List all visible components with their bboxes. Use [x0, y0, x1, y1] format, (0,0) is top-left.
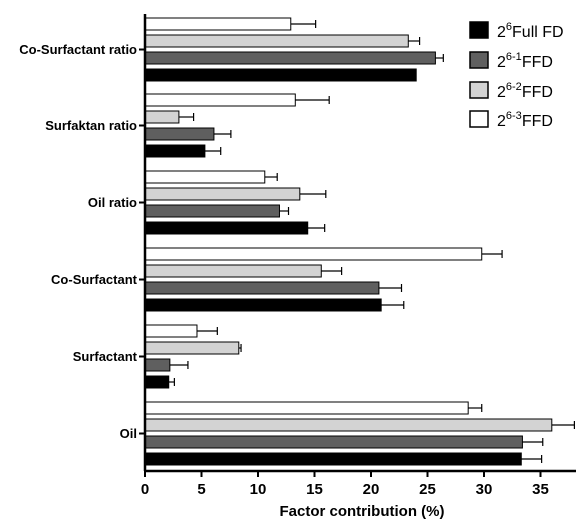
- bar: [144, 187, 301, 201]
- bar: [144, 452, 522, 466]
- bar: [144, 93, 296, 107]
- x-tick-label: 5: [197, 481, 205, 498]
- bar: [144, 281, 380, 295]
- bar: [144, 264, 322, 278]
- x-ticks-layer: 0 5 10 15 20 25 30 35: [141, 471, 549, 498]
- category-label: Surfactant: [73, 349, 138, 364]
- bars-layer: [144, 17, 576, 466]
- bar: [144, 298, 382, 312]
- legend-entry: 26Full FD: [497, 21, 564, 41]
- legend-swatch: [469, 81, 489, 99]
- legend-entry: 26-2FFD: [497, 81, 553, 101]
- category-label: Oil ratio: [88, 195, 137, 210]
- bar: [144, 358, 171, 372]
- x-tick-label: 30: [476, 481, 493, 498]
- category-label: Oil: [120, 426, 137, 441]
- bar: [144, 375, 170, 389]
- bar: [144, 110, 180, 124]
- bar: [144, 324, 198, 338]
- category-label: Co-Surfactant ratio: [19, 42, 137, 57]
- x-tick-label: 15: [306, 481, 323, 498]
- legend-swatch: [469, 51, 489, 69]
- bar: [144, 17, 292, 31]
- bar: [144, 204, 280, 218]
- bar: [144, 247, 483, 261]
- legend-swatch: [469, 110, 489, 128]
- bar: [144, 341, 240, 355]
- category-label: Surfaktan ratio: [45, 118, 137, 133]
- legend-entry: 26-1FFD: [497, 51, 553, 71]
- bar: [144, 221, 309, 235]
- category-label: Co-Surfactant: [51, 272, 138, 287]
- bar: [144, 170, 266, 184]
- bar: [144, 51, 436, 65]
- x-tick-label: 20: [363, 481, 380, 498]
- bar: [144, 34, 409, 48]
- axes-layer: [143, 14, 576, 473]
- bar: [144, 127, 215, 141]
- x-tick-label: 25: [419, 481, 436, 498]
- bar: [144, 68, 417, 82]
- legend-entry: 26-3FFD: [497, 110, 553, 130]
- legend: 26Full FD 26-1FFD 26-2FFD 26-3FFD: [469, 21, 564, 130]
- category-labels-layer: Co-Surfactant ratio Surfaktan ratio Oil ra…: [19, 42, 145, 441]
- x-tick-label: 0: [141, 481, 149, 498]
- bar: [144, 418, 553, 432]
- bar: [144, 435, 523, 449]
- legend-swatch: [469, 21, 489, 39]
- x-axis-title: Factor contribution (%): [280, 503, 445, 520]
- bar: [144, 144, 206, 158]
- x-tick-label: 10: [250, 481, 267, 498]
- x-tick-label: 35: [532, 481, 549, 498]
- bar: [144, 401, 469, 415]
